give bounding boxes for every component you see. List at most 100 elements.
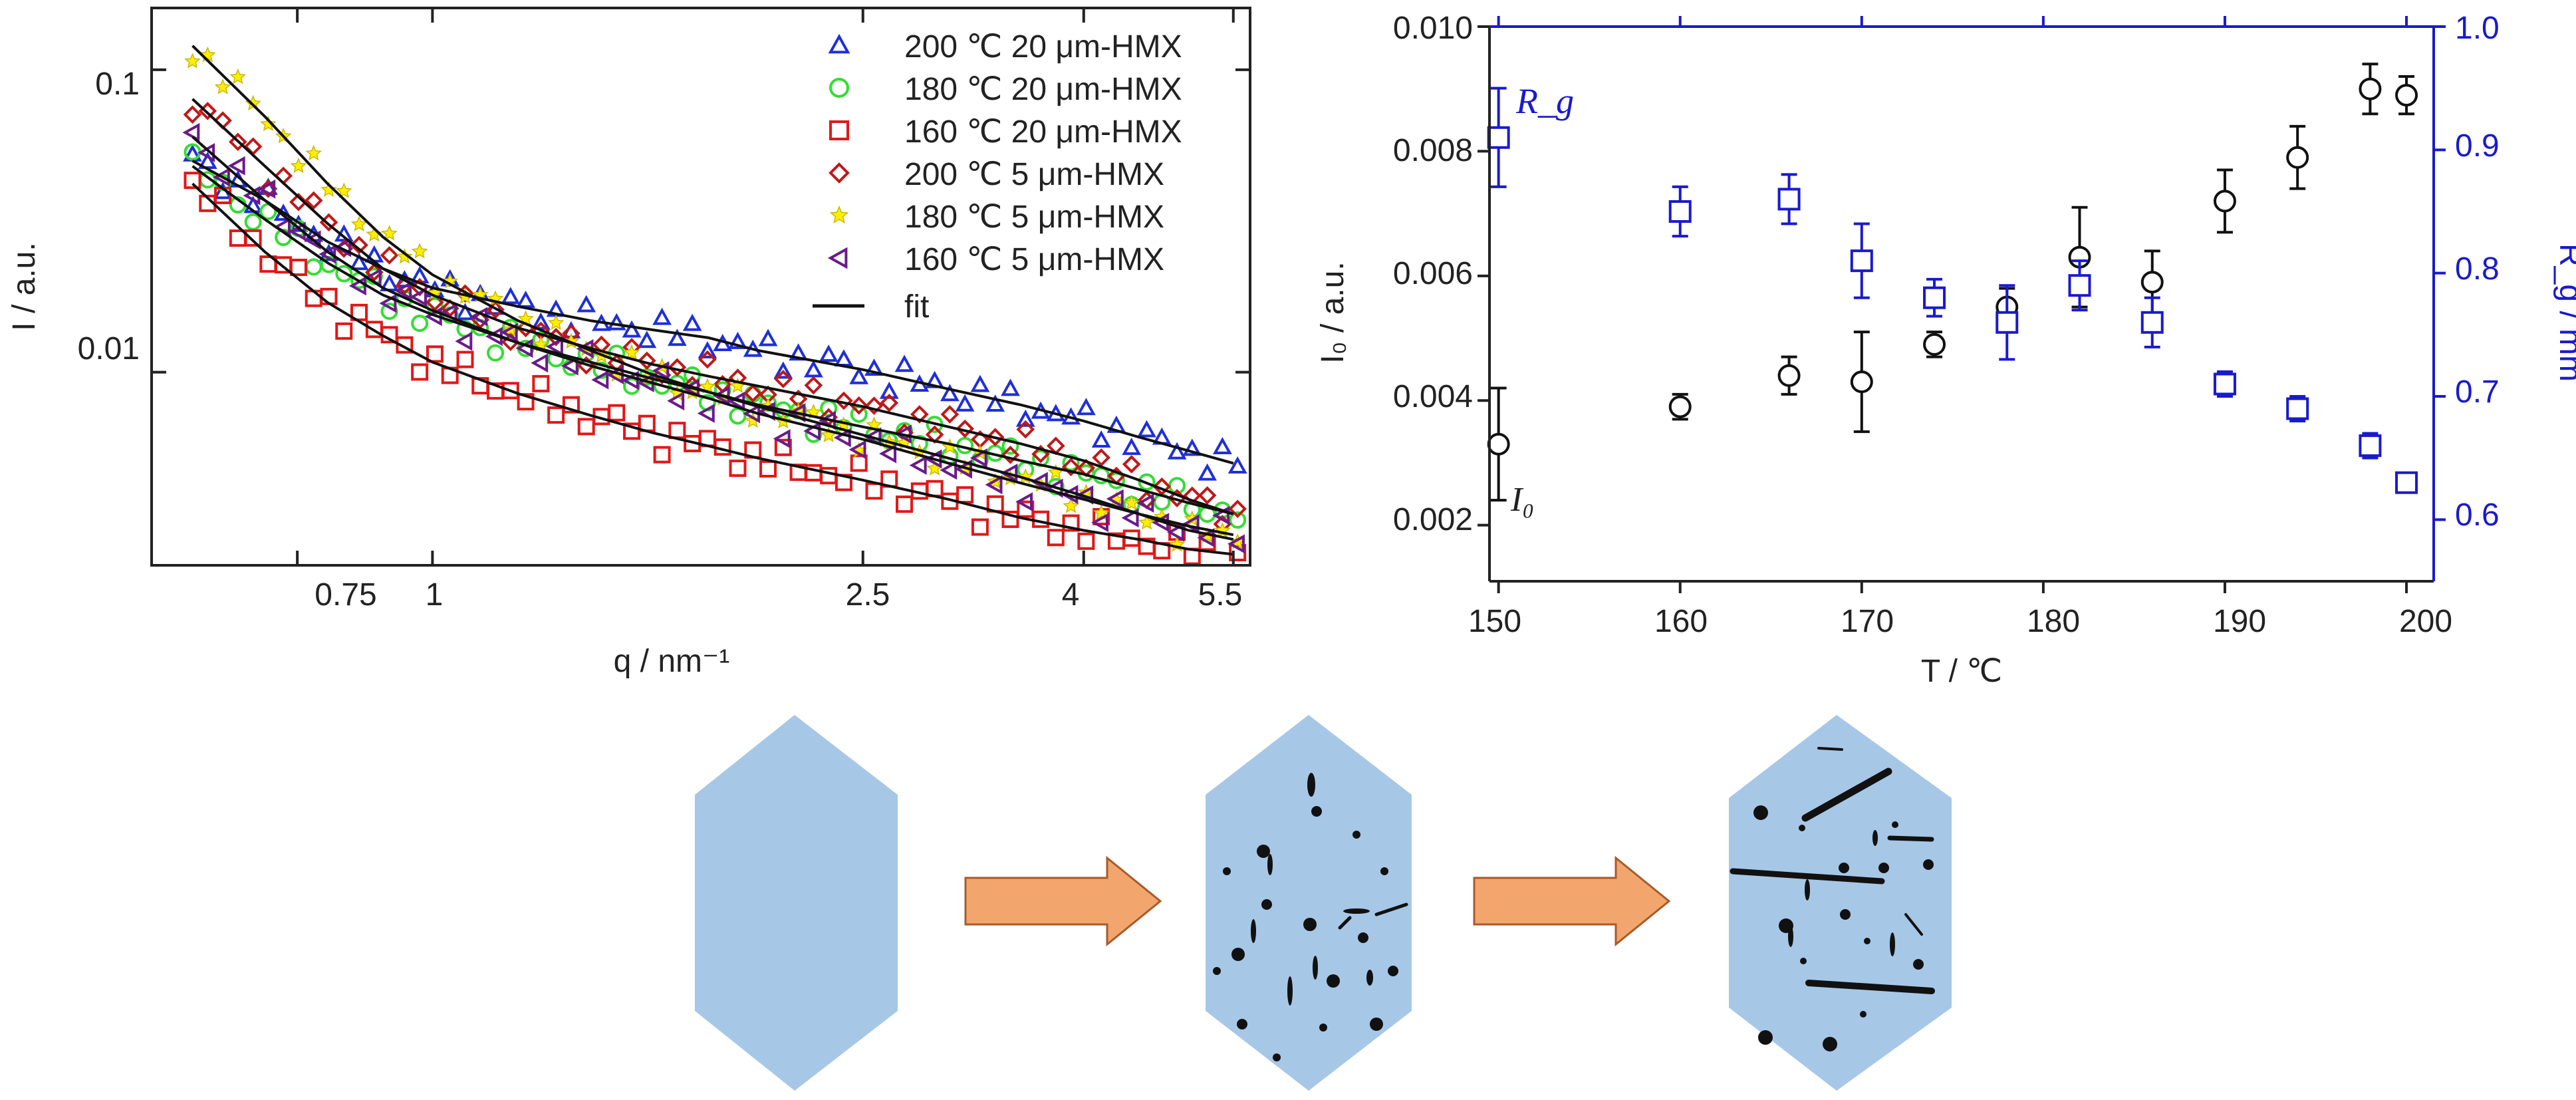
data-point [1212,437,1232,455]
data-point [516,290,535,308]
data-point [1136,493,1154,513]
data-point [561,356,579,376]
data-point [985,428,1005,447]
data-point [380,302,398,320]
void-elongated [1366,970,1373,986]
data-point [774,438,792,456]
data-point [2359,77,2382,100]
data-point [1228,499,1247,518]
data-point [411,243,428,259]
fit-curve [192,160,1234,465]
crystal-pristine [695,715,898,1091]
data-point [546,337,563,356]
data-point [2286,397,2309,420]
data-point [320,287,338,305]
void-dot [1257,845,1270,858]
y-tick-label: 0.01 [78,331,140,366]
data-point [1077,532,1095,550]
x-tick-label: 180 [2027,604,2080,639]
data-point [879,381,899,399]
x-axis-label: q / nm⁻¹ [614,644,730,679]
data-point [864,427,882,447]
void-dot [1753,805,1768,820]
data-point [289,259,307,277]
data-point [1123,494,1140,511]
x-tick-label: 200 [2399,604,2452,639]
data-point [850,454,868,472]
data-point [487,344,505,362]
temperature-data-points [1487,63,2418,502]
data-point [380,246,399,265]
data-point [849,396,868,415]
x-tick-label: 5.5 [1198,577,1243,613]
data-point [1001,378,1020,396]
y-left-tick-labels: 0.002 0.004 0.006 0.008 0.010 [1393,11,1473,537]
data-point [1138,513,1155,530]
data-point [349,253,369,271]
x-tick-labels: 150 160 170 180 190 200 [1468,604,2452,639]
data-point [260,115,277,132]
void-dot [1273,1053,1281,1061]
data-point [1001,437,1019,455]
data-point [547,314,565,331]
data-point [608,404,626,422]
data-point [819,344,838,362]
data-point [394,281,412,301]
y-tick-label: 0.004 [1393,379,1473,414]
legend-marker [829,78,849,98]
data-point [591,370,609,390]
data-point [969,448,987,468]
data-point [835,391,853,410]
data-point [789,343,808,361]
data-point [1076,398,1096,416]
void-dot [1839,863,1849,873]
data-point [910,405,929,424]
data-point [773,361,793,379]
fit-curve [192,45,1234,541]
data-point [1487,126,1510,149]
legend-marker [827,247,848,269]
data-point [2140,271,2164,294]
data-point [1668,395,1692,418]
data-point [2395,84,2418,107]
saxs-curves-chart: 0.75 1 2.5 4 5.5 0.1 0.01 q / nm⁻¹ I / a… [7,7,1251,679]
void-dot [1878,863,1889,873]
data-point [1091,430,1111,448]
data-point [697,404,715,423]
data-point [1001,510,1019,528]
data-point [245,94,261,111]
data-point [623,377,641,395]
data-point [1487,432,1510,456]
y-tick-label: 0.8 [2455,251,2500,287]
x-tick-label: 0.75 [315,577,376,613]
data-point [1030,472,1048,491]
data-point [532,374,550,392]
data-point [1777,364,1801,387]
data-point [364,245,384,263]
data-point [517,393,535,411]
data-point [729,407,747,425]
legend-label: 160 ℃ 20 μm-HMX [904,114,1182,150]
data-point [1015,492,1033,511]
legend-marker [828,33,850,54]
data-point [1198,486,1217,505]
data-point [668,358,687,377]
data-point [335,182,352,198]
data-point [896,495,914,513]
data-point [668,422,686,440]
void-crack [1801,767,1892,822]
data-point [2068,274,2091,297]
data-point [894,424,912,444]
data-point [1138,473,1156,491]
y-tick-label: 0.006 [1393,256,1473,291]
data-point [274,166,293,186]
axis-ticks [152,8,1250,565]
void-dot [1319,1024,1327,1031]
data-point [940,384,960,402]
data-point [1122,455,1141,474]
rg-series-label: R_g [1515,81,1574,121]
data-point [1777,188,1801,211]
data-point [350,303,368,321]
data-point [381,225,398,241]
void-elongated [1890,932,1895,956]
